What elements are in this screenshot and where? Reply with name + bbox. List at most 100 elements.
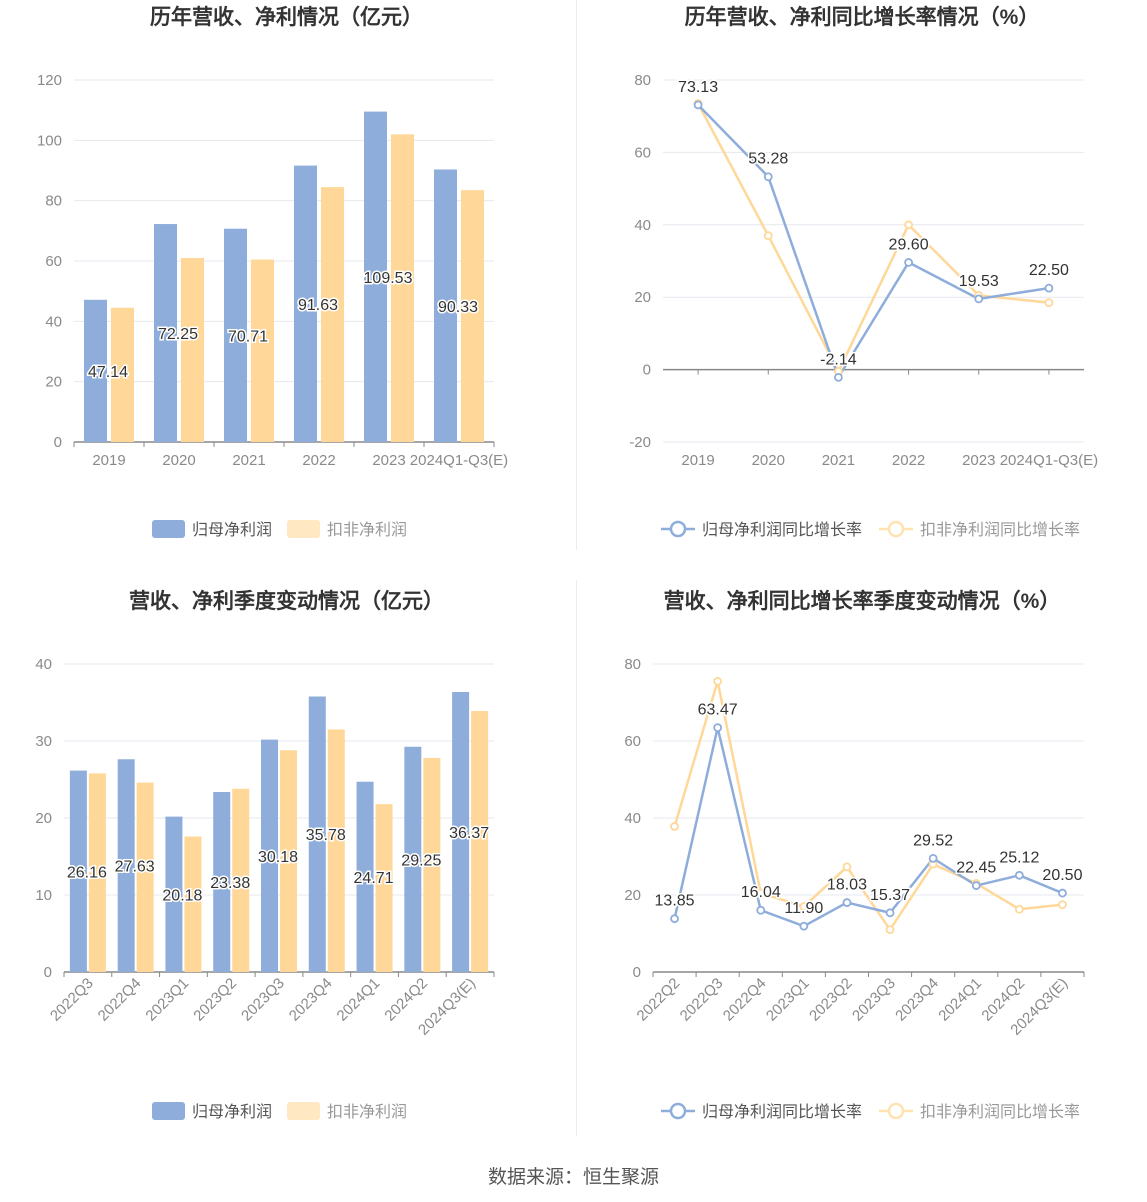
data-label: 25.12 — [999, 849, 1039, 866]
annual-profit-chart: 历年营收、净利情况（亿元） 0 20 40 60 80 100 120 2019 2020 2021… — [0, 0, 573, 580]
bar-series1 — [364, 111, 387, 442]
x-tick-label: 2023Q1 — [142, 975, 192, 1025]
point-series1 — [842, 898, 852, 907]
x-tick-label: 2024Q1 — [334, 975, 384, 1025]
line-series1 — [697, 103, 1050, 381]
data-label: 22.50 — [1029, 262, 1069, 279]
data-label: 70.71 — [228, 328, 268, 345]
x-tick-label: 2020 — [752, 452, 785, 469]
bar-series2 — [136, 782, 154, 972]
bar-series2 — [461, 190, 484, 442]
data-label: 24.71 — [354, 870, 394, 887]
chart-title: 历年营收、净利情况（亿元） — [150, 5, 423, 29]
point-series1 — [885, 908, 895, 918]
y-tick-label: 80 — [634, 72, 651, 89]
point-series2 — [1058, 900, 1067, 910]
point-series2 — [756, 888, 766, 898]
vertical-divider-top — [576, 0, 577, 550]
y-tick-label: 0 — [633, 964, 641, 981]
annual-growth-chart: 历年营收、净利同比增长率情况（%） -20 0 20 40 60 80 2019 2020 202… — [577, 0, 1147, 580]
data-label: 30.18 — [258, 849, 298, 866]
legend-marker-series2 — [887, 520, 905, 538]
data-label: 11.90 — [784, 900, 823, 917]
bar-series1 — [434, 169, 457, 442]
quarterly-growth-chart: 营收、净利同比增长率季度变动情况（%） 0 20 40 60 80 2022Q2 2022Q3… — [577, 582, 1147, 1162]
chart-title: 营收、净利同比增长率季度变动情况（%） — [664, 589, 1061, 613]
point-series2 — [763, 231, 773, 241]
x-tick-label: 2019 — [681, 452, 714, 469]
y-tick-label: 20 — [45, 374, 62, 391]
y-tick-label: 60 — [634, 144, 651, 161]
quarterly-growth-chart-svg: 营收、净利同比增长率季度变动情况（%） 0 20 40 60 80 2022Q22022Q3… — [624, 589, 1085, 1121]
legend-label: 归母净利润同比增长率 — [702, 521, 862, 539]
y-tick-label: 0 — [54, 434, 62, 451]
point-series2 — [904, 220, 913, 230]
point-series1 — [670, 914, 679, 924]
point-series1 — [928, 853, 938, 863]
y-tick-label: 0 — [643, 362, 651, 379]
x-tick-label: 2022Q3 — [677, 975, 727, 1025]
data-label: 23.38 — [210, 875, 250, 892]
point-series1 — [693, 100, 703, 110]
bar-series2 — [232, 788, 250, 972]
point-series1 — [1014, 870, 1024, 880]
bar-series2 — [280, 750, 297, 972]
bar-series2 — [327, 729, 345, 972]
x-tick-label: 2020 — [162, 452, 195, 469]
bar-series1 — [308, 696, 326, 972]
data-label: 15.37 — [870, 887, 910, 904]
legend-marker-series2 — [887, 1102, 905, 1120]
annual-growth-chart-svg: 历年营收、净利同比增长率情况（%） -20 0 20 40 60 80 2019 2020 202… — [629, 5, 1098, 539]
x-tick-label: 2023 — [962, 452, 995, 469]
point-series1 — [834, 372, 843, 382]
y-tick-label: 80 — [45, 193, 62, 210]
vertical-divider-bottom — [576, 580, 577, 1136]
bar-series1 — [117, 759, 135, 972]
legend-label: 归母净利润同比增长率 — [702, 1103, 862, 1121]
quarterly-profit-chart: 营收、净利季度变动情况（亿元） 0 10 20 30 40 2022Q3 2022Q4 2023… — [0, 582, 573, 1162]
legend-label: 扣非净利润 — [327, 1103, 407, 1121]
point-series1 — [1058, 888, 1067, 898]
legend-swatch-series2 — [287, 1102, 320, 1120]
data-label: 36.37 — [449, 825, 489, 842]
data-label: 91.63 — [298, 297, 338, 314]
legend-swatch-series1 — [152, 1102, 185, 1120]
y-tick-label: 10 — [35, 887, 52, 904]
y-tick-label: 40 — [45, 313, 62, 330]
bar-series1 — [213, 791, 231, 972]
point-series2 — [713, 676, 723, 686]
bar-series2 — [111, 307, 134, 442]
x-tick-label: 2022Q4 — [95, 975, 145, 1025]
data-label: 109.53 — [364, 270, 413, 287]
bar-series2 — [321, 187, 344, 442]
x-tick-label: 2022Q2 — [634, 975, 684, 1025]
data-label: 19.53 — [959, 273, 999, 290]
bar-series2 — [423, 757, 441, 972]
bar-series2 — [251, 259, 274, 442]
x-tick-label: 2023Q2 — [190, 975, 240, 1025]
bar-series1 — [165, 816, 183, 972]
chart-title: 营收、净利季度变动情况（亿元） — [129, 589, 444, 613]
x-tick-label: 2022Q3 — [47, 975, 97, 1025]
data-label: 90.33 — [438, 299, 478, 316]
x-tick-label: 2022 — [302, 452, 335, 469]
point-series1 — [756, 905, 766, 915]
x-tick-label: 2024Q1 — [935, 975, 985, 1025]
legend-marker-series1 — [669, 1102, 687, 1120]
x-tick-label: 2023Q4 — [286, 975, 336, 1025]
data-label: 63.47 — [698, 702, 738, 719]
data-label: 35.78 — [306, 827, 346, 844]
data-label: 18.03 — [827, 877, 867, 894]
y-tick-label: 20 — [35, 810, 52, 827]
bar-series2 — [375, 804, 393, 972]
x-tick-label: 2023 — [372, 452, 405, 469]
y-tick-label: 20 — [634, 289, 651, 306]
x-tick-label: 2021 — [822, 452, 855, 469]
bar-series1 — [452, 691, 470, 972]
bar-series1 — [356, 781, 374, 972]
x-tick-label: 2022Q4 — [720, 975, 770, 1025]
point-series2 — [670, 822, 679, 831]
data-label: 26.16 — [67, 864, 107, 881]
point-series2 — [885, 925, 895, 935]
data-label: 13.85 — [655, 893, 695, 910]
